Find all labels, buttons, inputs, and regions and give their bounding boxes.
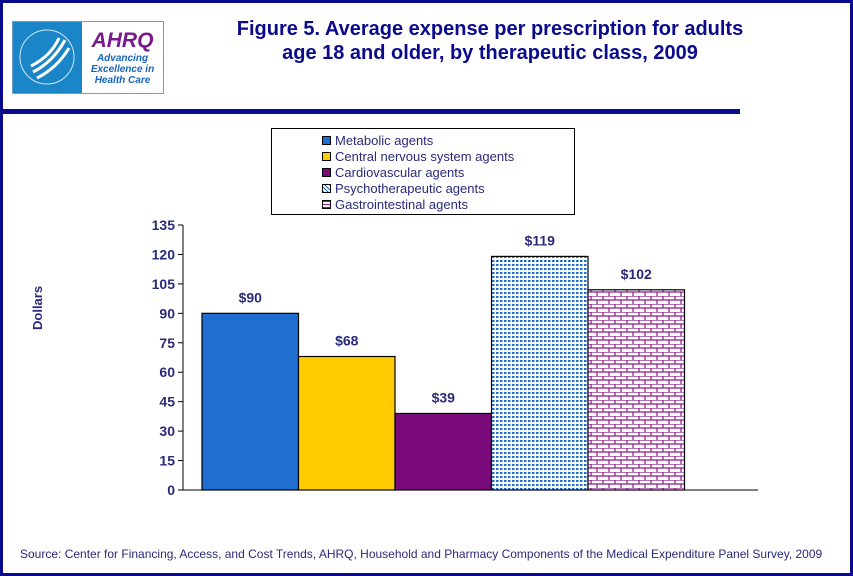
- y-tick-label: 0: [167, 482, 175, 498]
- legend-label: Psychotherapeutic agents: [335, 181, 485, 196]
- legend-swatch: [322, 200, 331, 209]
- header-rule: [0, 109, 740, 114]
- bar-psychotherapeutic-agents: [490, 255, 589, 491]
- legend-item: Psychotherapeutic agents: [322, 181, 485, 196]
- y-tick-label: 90: [159, 305, 175, 321]
- legend-item: Central nervous system agents: [322, 149, 514, 164]
- tagline: Excellence in: [90, 64, 155, 75]
- bar-cardiovascular-agents: [394, 412, 493, 491]
- legend-label: Gastrointestinal agents: [335, 197, 468, 212]
- data-label: $102: [621, 266, 652, 282]
- ahrq-wordmark: AHRQ: [91, 29, 154, 52]
- data-label: $90: [239, 289, 263, 305]
- legend-swatch: [322, 168, 331, 177]
- chart-title: Figure 5. Average expense per prescripti…: [200, 17, 780, 65]
- bar-metabolic-agents: [201, 312, 300, 491]
- data-label: $39: [432, 389, 456, 405]
- bar-central-nervous-system-agents: [297, 355, 396, 491]
- y-tick-label: 120: [152, 246, 176, 262]
- legend-swatch: [322, 136, 331, 145]
- y-tick-label: 30: [159, 423, 175, 439]
- y-tick-label: 75: [159, 335, 175, 351]
- title-line: Figure 5. Average expense per prescripti…: [236, 18, 744, 40]
- legend-label: Metabolic agents: [335, 133, 434, 148]
- hhs-eagle-logo: [13, 22, 82, 93]
- legend-label: Central nervous system agents: [335, 149, 515, 164]
- legend: Metabolic agents Central nervous system a…: [271, 128, 575, 215]
- y-tick-label: 45: [159, 394, 175, 410]
- tagline: Health Care: [94, 75, 151, 86]
- legend-swatch: [322, 184, 331, 193]
- tagline: Advancing: [96, 53, 149, 64]
- source-note: Source: Center for Financing, Access, an…: [20, 547, 823, 561]
- y-tick-label: 15: [159, 453, 175, 469]
- legend-item: Metabolic agents: [322, 133, 433, 148]
- ahrq-logo: AHRQ Advancing Excellence in Health Care: [12, 21, 164, 94]
- legend-item: Cardiovascular agents: [322, 165, 464, 180]
- title-line: age 18 and older, by therapeutic class, …: [282, 42, 698, 64]
- y-tick-label: 105: [152, 276, 176, 292]
- legend-item: Gastrointestinal agents: [322, 197, 468, 212]
- y-tick-label: 60: [159, 364, 175, 380]
- data-label: $119: [525, 232, 556, 248]
- y-tick-label: 135: [152, 217, 176, 233]
- bar-gastrointestinal-agents: [587, 289, 686, 491]
- data-label: $68: [335, 333, 359, 349]
- legend-label: Cardiovascular agents: [335, 165, 465, 180]
- legend-swatch: [322, 152, 331, 161]
